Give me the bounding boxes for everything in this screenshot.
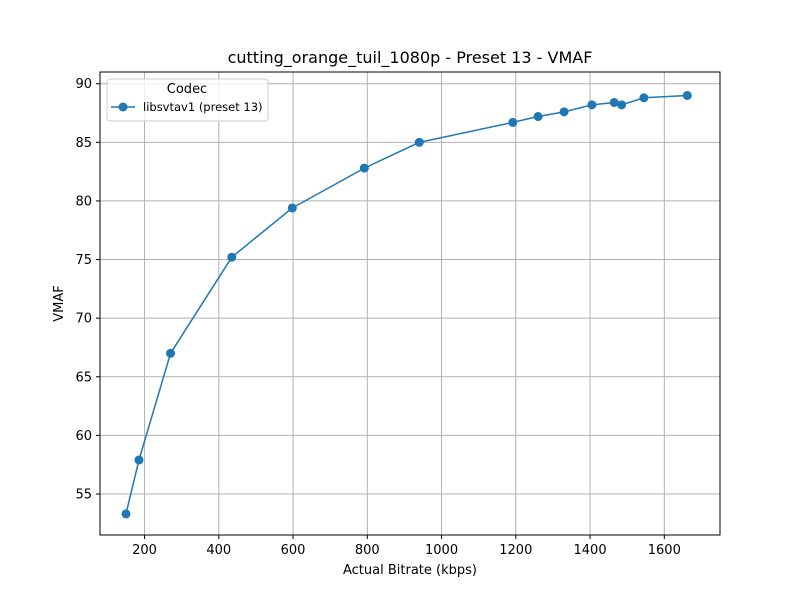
- y-axis-label: VMAF: [52, 285, 67, 321]
- x-tick-label: 1200: [499, 543, 532, 558]
- y-tick-label: 65: [75, 370, 92, 385]
- x-tick-label: 200: [132, 543, 157, 558]
- legend-box: [106, 78, 269, 122]
- data-point: [134, 455, 144, 465]
- data-point: [682, 90, 692, 100]
- data-point: [587, 100, 597, 110]
- data-point: [287, 203, 297, 213]
- x-tick-label: 800: [355, 543, 380, 558]
- legend-series-marker: [118, 102, 128, 112]
- y-tick-label: 85: [75, 136, 92, 151]
- data-point: [166, 348, 176, 358]
- series-group: [121, 90, 692, 519]
- y-tick-label: 60: [75, 429, 92, 444]
- legend-title: Codec: [167, 82, 207, 97]
- data-point: [508, 117, 518, 127]
- data-point: [639, 93, 649, 103]
- data-point: [121, 509, 131, 519]
- data-point: [414, 137, 424, 147]
- plot-frame: [99, 71, 721, 536]
- x-tick-label: 1600: [648, 543, 681, 558]
- y-tick-label: 90: [75, 77, 92, 92]
- x-axis-label: Actual Bitrate (kbps): [343, 563, 477, 578]
- axis-ticks: 200 400 600 800 1000 1200 1400 1600 55 60 65 70 75 80…: [75, 77, 680, 558]
- chart-title: cutting_orange_tuil_1080p - Preset 13 - …: [228, 48, 593, 68]
- data-point: [533, 112, 543, 122]
- x-tick-label: 400: [206, 543, 231, 558]
- legend: Codec libsvtav1 (preset 13): [106, 78, 269, 122]
- x-tick-label: 600: [281, 543, 306, 558]
- y-tick-label: 75: [75, 253, 92, 268]
- y-tick-label: 70: [75, 312, 92, 327]
- data-point: [609, 97, 619, 107]
- data-point: [359, 163, 369, 173]
- legend-series-label: libsvtav1 (preset 13): [143, 100, 263, 114]
- grid: [100, 72, 720, 535]
- data-point: [617, 100, 627, 110]
- data-point: [227, 252, 237, 262]
- x-tick-label: 1000: [425, 543, 458, 558]
- data-point: [559, 107, 569, 117]
- y-tick-label: 80: [75, 194, 92, 209]
- x-tick-label: 1400: [574, 543, 607, 558]
- y-tick-label: 55: [75, 487, 92, 502]
